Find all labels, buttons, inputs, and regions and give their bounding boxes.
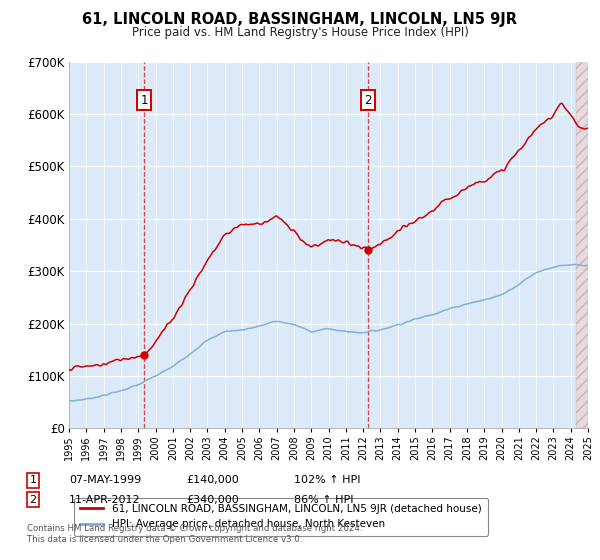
Text: Contains HM Land Registry data © Crown copyright and database right 2024.
This d: Contains HM Land Registry data © Crown c… bbox=[27, 524, 362, 544]
Text: 2: 2 bbox=[29, 494, 37, 505]
Text: 86% ↑ HPI: 86% ↑ HPI bbox=[294, 494, 353, 505]
Legend: 61, LINCOLN ROAD, BASSINGHAM, LINCOLN, LN5 9JR (detached house), HPI: Average pr: 61, LINCOLN ROAD, BASSINGHAM, LINCOLN, L… bbox=[74, 498, 488, 535]
Text: 2: 2 bbox=[364, 94, 371, 106]
Text: £140,000: £140,000 bbox=[186, 475, 239, 486]
Text: 11-APR-2012: 11-APR-2012 bbox=[69, 494, 140, 505]
Text: 1: 1 bbox=[140, 94, 148, 106]
Text: 61, LINCOLN ROAD, BASSINGHAM, LINCOLN, LN5 9JR: 61, LINCOLN ROAD, BASSINGHAM, LINCOLN, L… bbox=[83, 12, 517, 27]
Text: £340,000: £340,000 bbox=[186, 494, 239, 505]
Text: 1: 1 bbox=[29, 475, 37, 486]
Bar bbox=[576, 62, 588, 428]
Text: 102% ↑ HPI: 102% ↑ HPI bbox=[294, 475, 361, 486]
Text: 07-MAY-1999: 07-MAY-1999 bbox=[69, 475, 141, 486]
Text: Price paid vs. HM Land Registry's House Price Index (HPI): Price paid vs. HM Land Registry's House … bbox=[131, 26, 469, 39]
